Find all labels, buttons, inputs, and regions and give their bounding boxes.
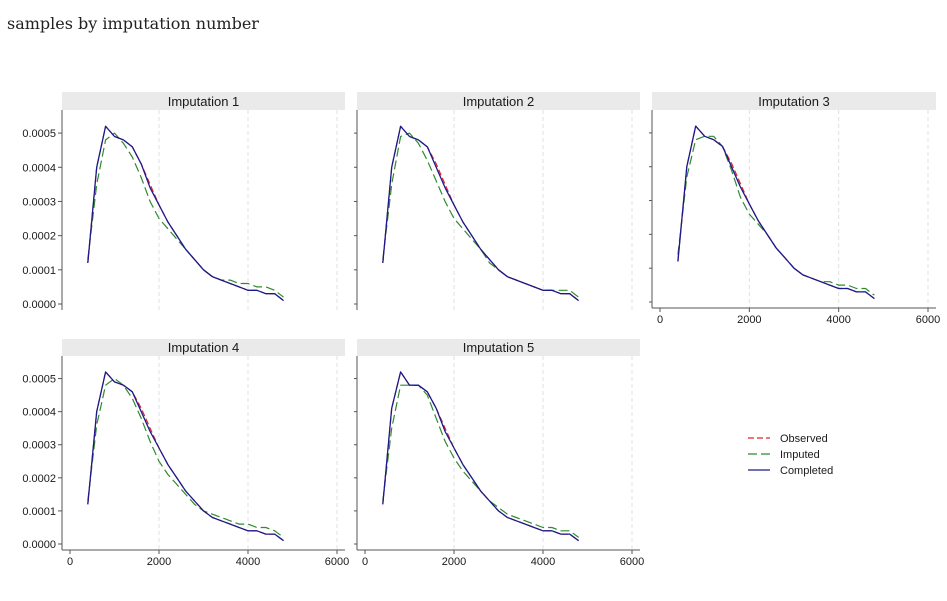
x-tick-label: 6000	[620, 556, 644, 568]
panel-title: Imputation 2	[463, 94, 535, 109]
panel-title: Imputation 4	[168, 340, 240, 355]
x-tick-label: 6000	[916, 314, 940, 326]
panel-title: Imputation 1	[168, 94, 240, 109]
x-tick-label: 4000	[236, 556, 260, 568]
x-tick-label: 4000	[826, 314, 850, 326]
panel-imputation-4: Imputation 4 0.0000 0.0001 0.0002 0.0003 0.00…	[22, 339, 349, 568]
y-tick-label: 0.0004	[22, 407, 56, 419]
x-tick-label: 2000	[737, 314, 761, 326]
series-imputed	[87, 132, 284, 298]
panel-title: Imputation 3	[758, 94, 830, 109]
panel-imputation-5: Imputation 5 0 2000 4000 6000	[354, 339, 644, 568]
panel-imputation-2: Imputation 2	[354, 92, 640, 310]
panel-header	[62, 92, 345, 110]
legend-label-imputed: Imputed	[780, 449, 820, 461]
panel-header	[62, 339, 345, 356]
series-completed	[87, 371, 284, 542]
y-tick-label: 0.0001	[22, 265, 56, 277]
y-tick-label: 0.0005	[22, 374, 56, 386]
y-tick-label: 0.0002	[22, 231, 56, 243]
series-observed	[87, 371, 284, 542]
series-imputed	[382, 384, 579, 538]
series-imputed	[382, 132, 579, 298]
series-completed	[87, 125, 284, 302]
panel-header	[652, 92, 936, 110]
x-tick-label: 2000	[442, 556, 466, 568]
panel-imputation-1: Imputation 1 0.0000 0.0001 0.0002 0.0003 0.00…	[22, 92, 345, 311]
y-tick-label: 0.0003	[22, 196, 56, 208]
y-tick-label: 0.0001	[22, 506, 56, 518]
panel-header	[357, 339, 640, 356]
y-tick-label: 0.0000	[22, 299, 56, 311]
series-observed	[677, 125, 875, 300]
series-imputed	[677, 135, 875, 296]
legend-label-completed: Completed	[780, 465, 833, 477]
y-tick-label: 0.0005	[22, 128, 56, 140]
y-tick-label: 0.0004	[22, 162, 56, 174]
x-tick-label: 0	[67, 556, 73, 568]
x-tick-label: 0	[362, 556, 368, 568]
panel-header	[357, 92, 640, 110]
figure-caption: samples by imputation number	[7, 14, 259, 33]
x-tick-label: 2000	[147, 556, 171, 568]
y-tick-label: 0.0000	[22, 539, 56, 551]
series-completed	[677, 125, 875, 300]
series-completed	[382, 125, 579, 302]
legend: Observed Imputed Completed	[748, 433, 833, 477]
legend-label-observed: Observed	[780, 433, 828, 445]
y-tick-label: 0.0003	[22, 440, 56, 452]
series-observed	[87, 125, 284, 302]
panel-title: Imputation 5	[463, 340, 535, 355]
x-tick-label: 4000	[531, 556, 555, 568]
series-observed	[382, 371, 579, 542]
series-imputed	[87, 377, 284, 538]
x-tick-label: 0	[657, 314, 663, 326]
series-observed	[382, 125, 579, 302]
y-tick-label: 0.0002	[22, 473, 56, 485]
series-completed	[382, 371, 579, 542]
panel-imputation-3: Imputation 3 0 2000 4000 6000	[649, 92, 940, 326]
x-tick-label: 6000	[325, 556, 349, 568]
